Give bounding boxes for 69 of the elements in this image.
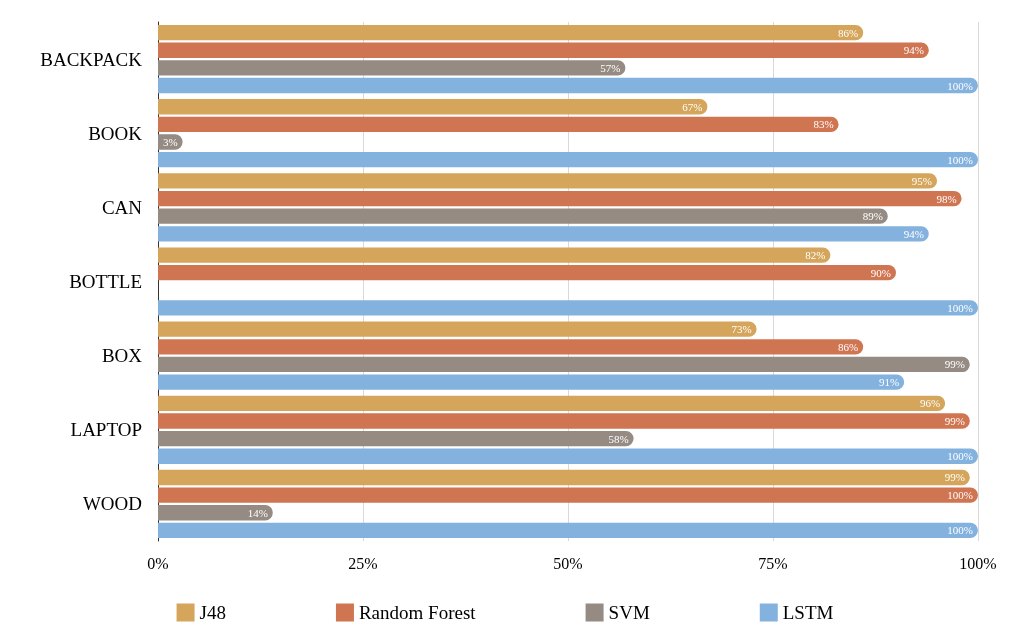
bar: [158, 77, 978, 94]
data-label: 100%: [947, 301, 973, 314]
bar: [158, 522, 978, 539]
data-label: 82%: [805, 249, 826, 262]
bar: [158, 469, 970, 486]
bar: [158, 430, 634, 447]
legend-label: LSTM: [782, 602, 834, 623]
y-tick-label: LAPTOP: [70, 419, 142, 441]
data-label: 100%: [947, 524, 973, 537]
x-tick-label: 100%: [959, 554, 997, 572]
bar: [158, 247, 831, 263]
bar: [158, 374, 905, 390]
legend-label: J48: [199, 602, 226, 623]
legend-label: Random Forest: [358, 602, 477, 623]
data-label: 100%: [947, 489, 973, 502]
bar: [158, 173, 937, 189]
data-label: 67%: [682, 100, 703, 113]
data-label: 3%: [162, 136, 178, 149]
bar: [158, 356, 970, 373]
data-label: 94%: [903, 44, 924, 57]
bar: [158, 505, 273, 521]
data-label: 100%: [947, 450, 973, 463]
legend-label: SVM: [608, 602, 650, 623]
data-label: 98%: [936, 192, 957, 205]
y-tick-label: BOOK: [88, 122, 143, 144]
data-label: 99%: [944, 414, 965, 427]
data-label: 91%: [879, 376, 900, 389]
bar: [158, 265, 896, 281]
x-tick-label: 0%: [147, 554, 169, 572]
y-tick-label: CAN: [101, 196, 143, 218]
x-tick-label: 50%: [553, 554, 583, 572]
data-label: 90%: [870, 266, 891, 279]
bar: [158, 60, 626, 76]
bar: [158, 151, 978, 168]
bar: [158, 24, 864, 41]
data-label: 89%: [862, 210, 883, 223]
bar: [158, 190, 962, 207]
data-label: 100%: [947, 153, 973, 166]
data-label: 86%: [838, 26, 859, 39]
bar: [158, 226, 929, 242]
data-label: 99%: [944, 471, 965, 484]
data-label: 96%: [920, 397, 941, 410]
y-tick-label: BACKPACK: [40, 48, 143, 70]
data-label: 58%: [608, 432, 629, 445]
bar: [158, 321, 757, 337]
data-label: 73%: [731, 323, 752, 336]
bar: [158, 448, 978, 464]
bar: [158, 42, 929, 58]
data-label: 99%: [944, 358, 965, 371]
data-label: 57%: [600, 61, 621, 74]
data-label: 100%: [947, 79, 973, 92]
y-tick-label: BOX: [101, 345, 143, 367]
bar: [158, 413, 970, 429]
data-label: 95%: [911, 174, 932, 187]
x-tick-label: 25%: [348, 554, 378, 572]
bar: [158, 339, 864, 355]
data-label: 94%: [903, 227, 924, 240]
data-label: 86%: [838, 340, 859, 353]
x-tick-label: 75%: [758, 554, 788, 572]
bar: [158, 208, 888, 224]
bar: [158, 395, 946, 412]
bar: [158, 99, 708, 115]
bar: [158, 487, 978, 503]
y-tick-label: WOOD: [82, 493, 142, 515]
bar: [158, 300, 978, 316]
bar: [158, 116, 839, 133]
data-label: 14%: [247, 506, 268, 519]
y-tick-label: BOTTLE: [69, 271, 142, 292]
data-label: 83%: [813, 118, 834, 131]
